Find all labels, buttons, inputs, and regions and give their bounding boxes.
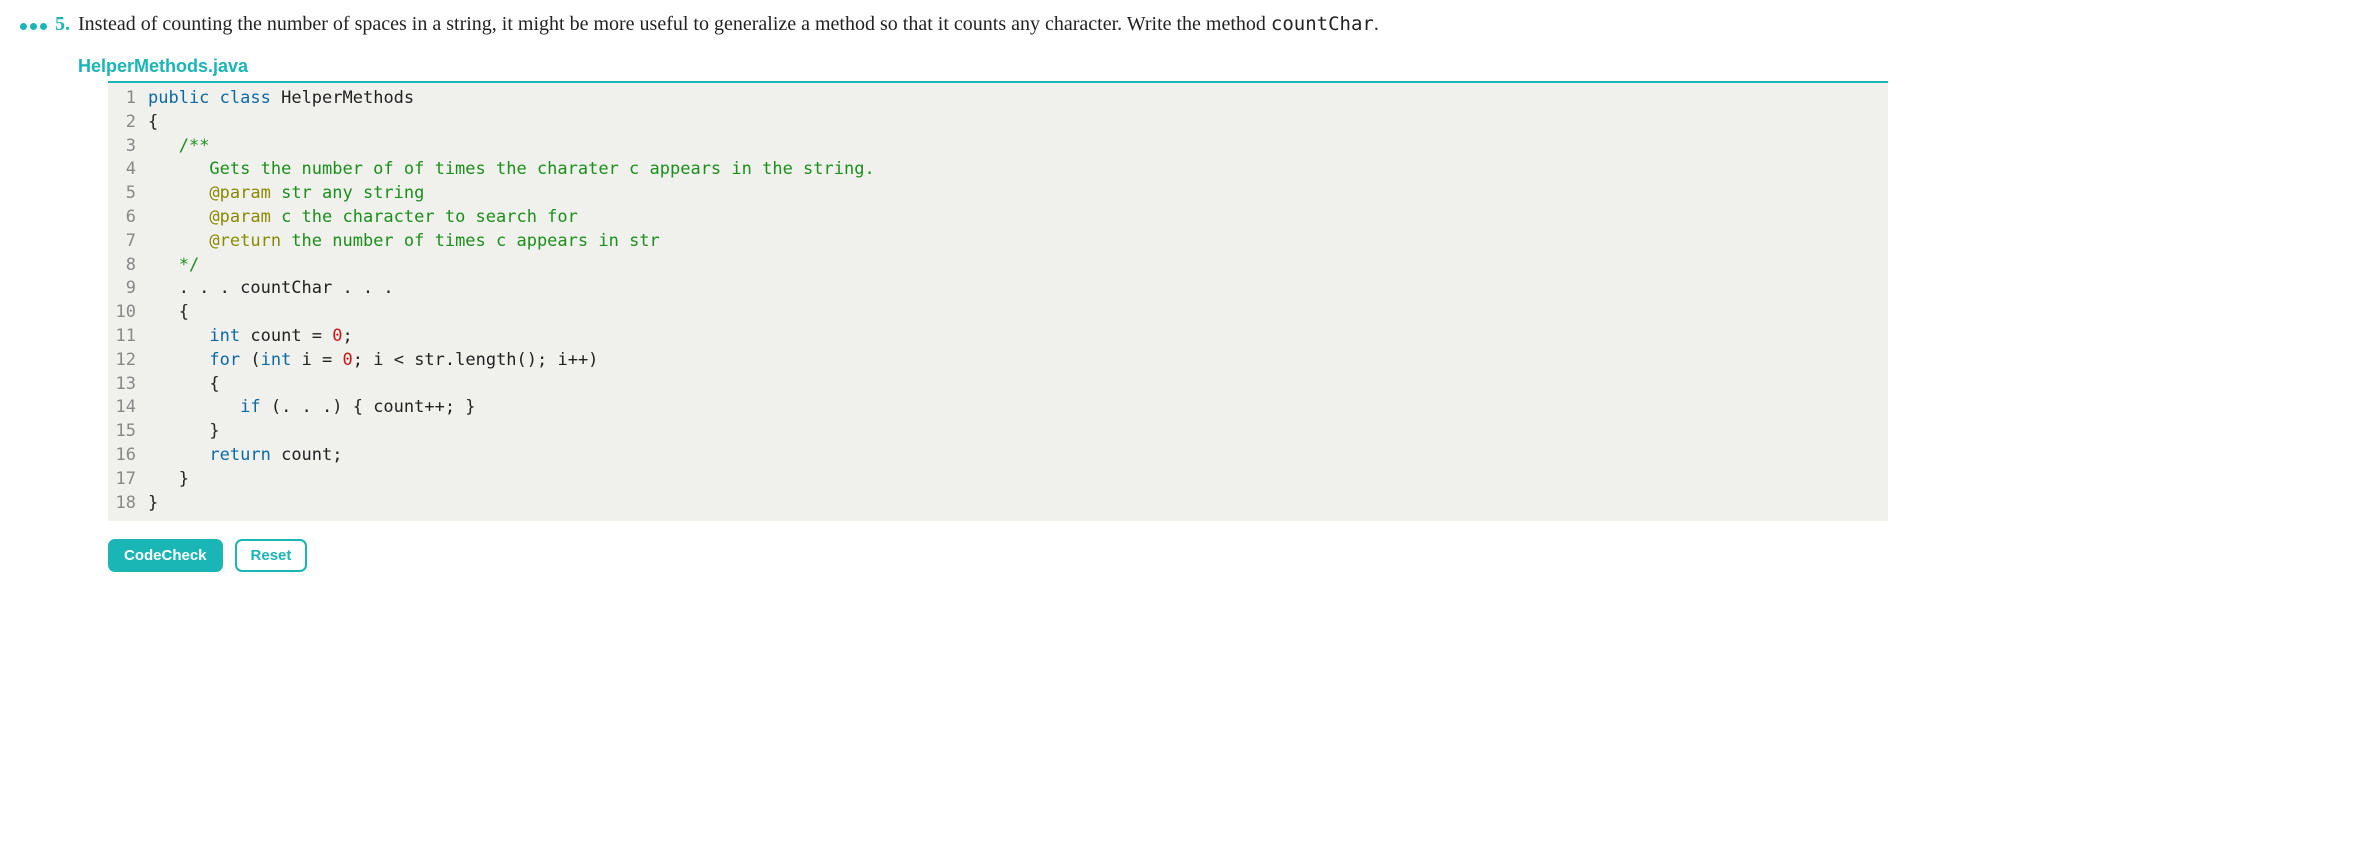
line-content: public class HelperMethods <box>148 87 414 111</box>
code-line: 1public class HelperMethods <box>108 87 1888 111</box>
code-line: 11 int count = 0; <box>108 325 1888 349</box>
line-number: 16 <box>108 444 148 468</box>
content-area: HelperMethods.java 1public class HelperM… <box>78 56 2342 572</box>
problem-header: 5. Instead of counting the number of spa… <box>20 10 2342 38</box>
code-line: 7 @return the number of times c appears … <box>108 230 1888 254</box>
line-number: 14 <box>108 396 148 420</box>
code-line: 8 */ <box>108 254 1888 278</box>
code-line: 13 { <box>108 373 1888 397</box>
line-content: @return the number of times c appears in… <box>148 230 660 254</box>
dot-icon <box>20 23 27 30</box>
line-number: 10 <box>108 301 148 325</box>
code-line: 16 return count; <box>108 444 1888 468</box>
line-number: 3 <box>108 135 148 159</box>
filename-label: HelperMethods.java <box>78 56 2342 77</box>
line-number: 5 <box>108 182 148 206</box>
line-content: @param str any string <box>148 182 424 206</box>
line-content: } <box>148 420 220 444</box>
line-number: 1 <box>108 87 148 111</box>
code-line: 14 if (. . .) { count++; } <box>108 396 1888 420</box>
line-number: 18 <box>108 492 148 516</box>
problem-text: Instead of counting the number of spaces… <box>78 10 1379 38</box>
problem-text-after: . <box>1374 13 1379 35</box>
line-content: . . . countChar . . . <box>148 277 394 301</box>
code-line: 3 /** <box>108 135 1888 159</box>
line-number: 6 <box>108 206 148 230</box>
problem-text-before: Instead of counting the number of spaces… <box>78 13 1271 35</box>
code-line: 4 Gets the number of of times the charat… <box>108 158 1888 182</box>
button-row: CodeCheck Reset <box>108 539 2342 572</box>
problem-number: 5. <box>55 13 70 36</box>
line-content: { <box>148 111 158 135</box>
line-content: */ <box>148 254 199 278</box>
line-number: 17 <box>108 468 148 492</box>
line-number: 11 <box>108 325 148 349</box>
line-content: int count = 0; <box>148 325 353 349</box>
code-line: 10 { <box>108 301 1888 325</box>
line-content: for (int i = 0; i < str.length(); i++) <box>148 349 598 373</box>
line-number: 8 <box>108 254 148 278</box>
line-content: if (. . .) { count++; } <box>148 396 476 420</box>
code-line: 17 } <box>108 468 1888 492</box>
line-content: return count; <box>148 444 343 468</box>
line-content: } <box>148 492 158 516</box>
reset-button[interactable]: Reset <box>235 539 308 572</box>
problem-method-name: countChar <box>1271 13 1374 35</box>
line-number: 15 <box>108 420 148 444</box>
code-line: 5 @param str any string <box>108 182 1888 206</box>
line-content: { <box>148 301 189 325</box>
code-line: 6 @param c the character to search for <box>108 206 1888 230</box>
line-content: /** <box>148 135 209 159</box>
line-content: } <box>148 468 189 492</box>
line-content: @param c the character to search for <box>148 206 578 230</box>
dot-icon <box>30 23 37 30</box>
dot-icon <box>40 23 47 30</box>
line-number: 12 <box>108 349 148 373</box>
line-content: { <box>148 373 220 397</box>
line-number: 9 <box>108 277 148 301</box>
line-number: 13 <box>108 373 148 397</box>
code-line: 12 for (int i = 0; i < str.length(); i++… <box>108 349 1888 373</box>
line-number: 7 <box>108 230 148 254</box>
code-line: 9 . . . countChar . . . <box>108 277 1888 301</box>
code-editor[interactable]: 1public class HelperMethods2{3 /**4 Gets… <box>108 81 1888 521</box>
difficulty-dots <box>20 23 47 30</box>
code-line: 18} <box>108 492 1888 516</box>
code-line: 15 } <box>108 420 1888 444</box>
line-content: Gets the number of of times the charater… <box>148 158 875 182</box>
line-number: 2 <box>108 111 148 135</box>
code-line: 2{ <box>108 111 1888 135</box>
codecheck-button[interactable]: CodeCheck <box>108 539 223 572</box>
line-number: 4 <box>108 158 148 182</box>
